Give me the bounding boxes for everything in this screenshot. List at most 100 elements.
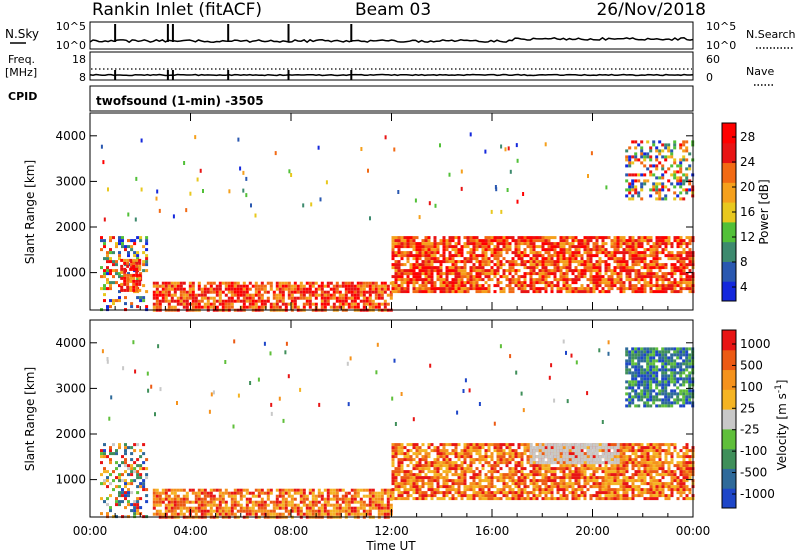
heatmap-cell [109, 272, 112, 276]
heatmap-cell [133, 503, 137, 507]
heatmap-cell [308, 287, 312, 291]
heatmap-cell [200, 503, 204, 507]
heatmap-cell [451, 443, 455, 447]
heatmap-cell [685, 446, 689, 450]
heatmap-cell [508, 242, 512, 246]
heatmap-cell [305, 512, 309, 516]
heatmap-cell [106, 512, 109, 516]
heatmap-cell [442, 245, 446, 249]
heatmap-cell [123, 288, 127, 292]
heatmap-cell [613, 284, 617, 288]
heatmap-cell [688, 476, 692, 480]
heatmap-cell [494, 185, 497, 189]
heatmap-cell [658, 152, 662, 156]
heatmap-cell [664, 275, 668, 279]
heatmap-cell [523, 485, 527, 489]
heatmap-cell [631, 449, 635, 453]
heatmap-cell [580, 488, 584, 492]
heatmap-cell [121, 500, 124, 504]
heatmap-cell [652, 467, 656, 471]
heatmap-cell [320, 287, 324, 291]
heatmap-cell [173, 284, 177, 288]
heatmap-cell [673, 464, 677, 468]
heatmap-cell [230, 290, 234, 294]
heatmap-cell [505, 251, 509, 255]
heatmap-cell [622, 449, 626, 453]
heatmap-cell [661, 272, 665, 276]
heatmap-cell [505, 482, 509, 486]
heatmap-cell [463, 488, 467, 492]
heatmap-cell [535, 494, 539, 498]
heatmap-cell [532, 248, 536, 252]
heatmap-cell [502, 443, 506, 447]
heatmap-cell [377, 503, 381, 507]
heatmap-cell [616, 497, 620, 501]
heatmap-cell [610, 491, 614, 495]
heatmap-cell [532, 449, 536, 453]
heatmap-cell [682, 269, 686, 273]
heatmap-cell [287, 290, 291, 294]
heatmap-cell [604, 476, 608, 480]
heatmap-cell [332, 509, 336, 513]
heatmap-cell [386, 494, 390, 498]
heatmap-cell [652, 140, 656, 144]
heatmap-cell [406, 455, 410, 459]
heatmap-cell [610, 479, 614, 483]
heatmap-cell [106, 254, 109, 258]
heatmap-cell [107, 187, 109, 192]
heatmap-cell [371, 500, 375, 504]
heatmap-cell [610, 443, 614, 447]
heatmap-cell [194, 509, 198, 513]
heatmap-cell [538, 239, 542, 243]
heatmap-cell [667, 251, 671, 255]
heatmap-cell [436, 266, 440, 270]
heatmap-cell [469, 494, 473, 498]
heatmap-cell [628, 266, 632, 270]
heatmap-cell [167, 284, 171, 288]
heatmap-cell [391, 461, 395, 465]
heatmap-cell [362, 293, 366, 297]
heatmap-cell [377, 506, 381, 510]
heatmap-cell [326, 503, 330, 507]
heatmap-cell [254, 500, 258, 504]
heatmap-cell [661, 149, 665, 153]
heatmap-cell [598, 251, 602, 255]
heatmap-cell [263, 509, 267, 513]
heatmap-cell [685, 242, 689, 246]
heatmap-cell [493, 275, 497, 279]
heatmap-cell [517, 452, 521, 456]
heatmap-cell [383, 302, 387, 306]
heatmap-cell [619, 488, 623, 492]
heatmap-cell [586, 239, 590, 243]
heatmap-cell [478, 470, 482, 474]
heatmap-cell [535, 485, 539, 489]
heatmap-cell [472, 275, 476, 279]
heatmap-cell [610, 239, 614, 243]
heatmap-cell [592, 281, 596, 285]
heatmap-cell [640, 470, 644, 474]
heatmap-cell [649, 245, 653, 249]
heatmap-cell [475, 467, 479, 471]
heatmap-cell [595, 467, 599, 471]
heatmap-cell [553, 473, 557, 477]
heatmap-cell [670, 275, 674, 279]
heatmap-cell [135, 264, 139, 268]
heatmap-cell [106, 251, 109, 255]
heatmap-cell [448, 470, 452, 474]
heatmap-cell [245, 193, 248, 198]
heatmap-cell [478, 278, 482, 282]
heatmap-cell [469, 236, 473, 240]
heatmap-cell [505, 494, 509, 498]
heatmap-cell [290, 506, 294, 510]
heatmap-cell [493, 272, 497, 276]
heatmap-cell [565, 482, 569, 486]
heatmap-cell [112, 452, 115, 456]
heatmap-cell [496, 446, 500, 450]
heatmap-cell [394, 470, 398, 474]
heatmap-cell [386, 512, 390, 516]
heatmap-cell [221, 497, 225, 501]
heatmap-cell [685, 461, 689, 465]
heatmap-cell [397, 236, 401, 240]
heatmap-cell [278, 503, 282, 507]
heatmap-cell [326, 284, 330, 288]
